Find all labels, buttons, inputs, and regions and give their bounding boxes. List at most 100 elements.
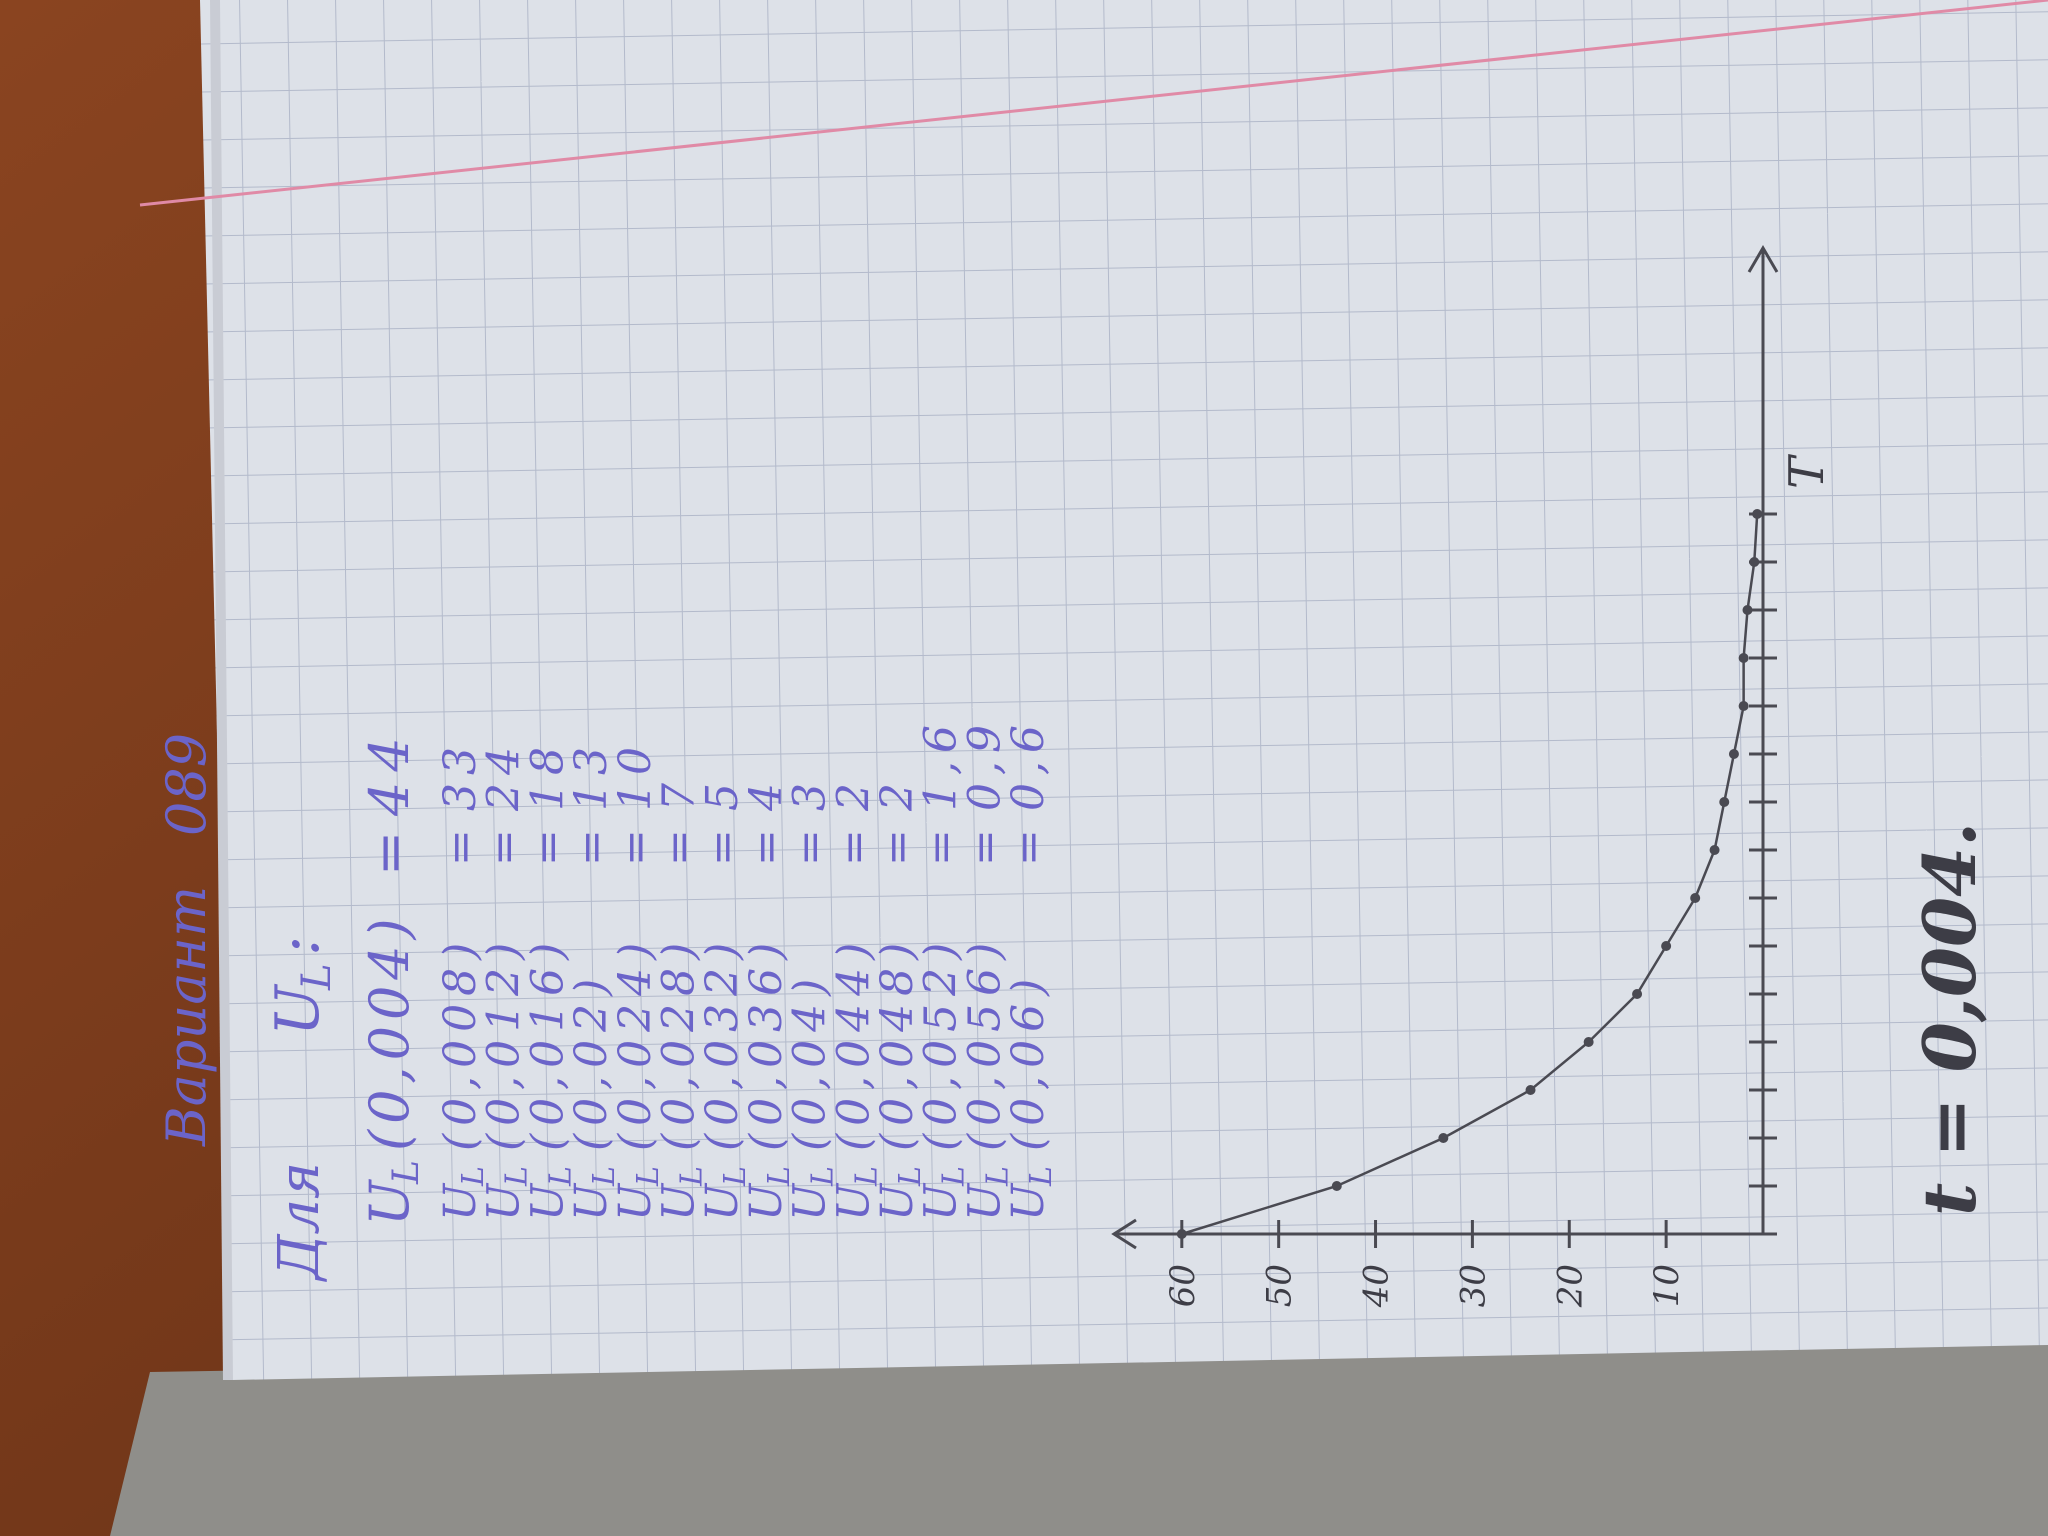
argument: (0,06) <box>1003 971 1054 1151</box>
subscript: L <box>718 1166 753 1187</box>
margin-line <box>139 0 2048 207</box>
subscript: L <box>849 1166 884 1187</box>
data-point <box>1752 509 1763 519</box>
notebook-page <box>200 0 2048 1380</box>
argument: (0,02) <box>566 971 617 1151</box>
value: 2 <box>828 775 879 812</box>
data-line <box>1181 513 1759 1236</box>
data-point <box>1690 893 1701 903</box>
value: 7 <box>654 775 705 811</box>
data-point <box>1661 941 1672 951</box>
subscript: L <box>543 1166 578 1187</box>
equals: = <box>1003 829 1054 866</box>
equals: = <box>522 829 573 866</box>
data-point <box>1176 1229 1187 1239</box>
variant-label: Вариант <box>155 886 218 1147</box>
argument: (0,048) <box>872 935 923 1151</box>
data-point <box>1738 653 1749 663</box>
symbol: U <box>522 1182 573 1221</box>
y-tick-label: 40 <box>1357 1264 1397 1308</box>
symbol: U <box>654 1182 705 1221</box>
y-tick-label: 30 <box>1453 1264 1493 1307</box>
variant-number: 089 <box>155 733 218 836</box>
value: 44 <box>358 727 421 817</box>
page-edge <box>210 0 233 1381</box>
data-point <box>1583 1037 1594 1047</box>
argument: (0,036) <box>741 935 792 1151</box>
footer-note: t = 0,004. <box>1907 822 1992 1216</box>
value: 3 <box>785 775 836 811</box>
argument: (0,024) <box>610 935 661 1151</box>
argument: (0,056) <box>959 935 1010 1151</box>
data-point <box>1742 605 1753 615</box>
subscript: L <box>937 1166 972 1187</box>
equals: = <box>566 829 617 866</box>
argument: (0,044) <box>828 935 879 1151</box>
y-tick-label: 20 <box>1550 1264 1590 1308</box>
symbol: U <box>1003 1182 1054 1221</box>
subscript: L <box>500 1166 535 1187</box>
intro-symbol: U <box>263 983 333 1036</box>
symbol: U <box>697 1182 748 1221</box>
lower-page <box>110 1340 2048 1536</box>
symbol: U <box>741 1182 792 1221</box>
argument: (0,052) <box>916 935 967 1151</box>
equals: = <box>435 829 486 866</box>
equals: = <box>741 829 792 866</box>
symbol: U <box>435 1182 486 1221</box>
data-point <box>1709 845 1720 855</box>
argument: (0,04) <box>785 971 836 1151</box>
subscript: L <box>456 1166 491 1187</box>
equals: = <box>479 829 530 866</box>
symbol: U <box>828 1182 879 1221</box>
value: 1,6 <box>916 717 967 811</box>
symbol: U <box>358 1179 421 1226</box>
equals: = <box>828 829 879 866</box>
equals: = <box>959 829 1010 866</box>
equals: = <box>872 829 923 866</box>
subscript: L <box>893 1166 928 1187</box>
value: 13 <box>566 739 617 811</box>
value: 4 <box>741 775 792 812</box>
argument: (0,008) <box>435 935 486 1151</box>
symbol: U <box>566 1182 617 1221</box>
value: 0,6 <box>1003 717 1054 811</box>
symbol: U <box>916 1182 967 1221</box>
data-point <box>1738 701 1749 711</box>
equals: = <box>916 829 967 866</box>
value: 18 <box>522 739 573 811</box>
y-axis-arrow <box>1111 1218 1137 1250</box>
argument: (0,032) <box>697 935 748 1151</box>
equals: = <box>654 829 705 866</box>
equals: = <box>358 831 421 876</box>
data-point <box>1728 749 1739 759</box>
equals: = <box>610 829 661 866</box>
subscript: L <box>587 1166 622 1187</box>
data-point <box>1525 1085 1536 1095</box>
intro-suffix: : <box>263 936 333 956</box>
symbol: U <box>785 1182 836 1221</box>
equals: = <box>785 829 836 866</box>
symbol: U <box>610 1182 661 1221</box>
argument: (0,028) <box>654 935 705 1151</box>
argument: (0,012) <box>479 935 530 1151</box>
data-point <box>1719 797 1730 807</box>
value: 2 <box>872 775 923 812</box>
symbol: U <box>479 1182 530 1221</box>
data-point <box>1632 989 1643 999</box>
subscript: L <box>762 1166 797 1187</box>
symbol: U <box>959 1182 1010 1221</box>
y-tick-label: 50 <box>1260 1264 1300 1307</box>
subscript: L <box>980 1166 1015 1187</box>
x-axis-arrow <box>1747 245 1779 273</box>
y-tick-label: 60 <box>1163 1264 1203 1307</box>
equals: = <box>697 829 748 866</box>
value: 0,9 <box>959 717 1010 811</box>
value: 10 <box>610 739 661 811</box>
argument: (0,016) <box>522 935 573 1151</box>
subscript: L <box>386 1160 427 1185</box>
y-tick-label: 10 <box>1647 1264 1687 1307</box>
intro-subscript: L <box>294 963 340 991</box>
